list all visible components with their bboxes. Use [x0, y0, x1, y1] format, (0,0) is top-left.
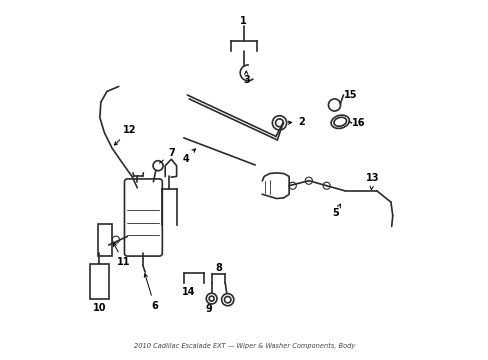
Text: 2: 2 [287, 117, 305, 127]
Text: 2010 Cadillac Escalade EXT — Wiper & Washer Components, Body: 2010 Cadillac Escalade EXT — Wiper & Was… [134, 343, 354, 349]
Text: 3: 3 [243, 71, 249, 85]
Text: 8: 8 [215, 263, 222, 273]
Text: 15: 15 [343, 90, 357, 100]
Text: 4: 4 [182, 149, 195, 164]
Text: 9: 9 [205, 304, 212, 314]
Text: 1: 1 [240, 16, 246, 26]
Text: 10: 10 [93, 302, 106, 312]
Text: 14: 14 [182, 287, 196, 297]
Text: 7: 7 [159, 148, 175, 163]
Text: 13: 13 [365, 173, 378, 190]
Text: 5: 5 [331, 204, 340, 218]
Text: 16: 16 [351, 118, 365, 128]
Text: 11: 11 [113, 243, 130, 267]
Text: 12: 12 [114, 125, 136, 145]
Text: 6: 6 [144, 274, 158, 311]
